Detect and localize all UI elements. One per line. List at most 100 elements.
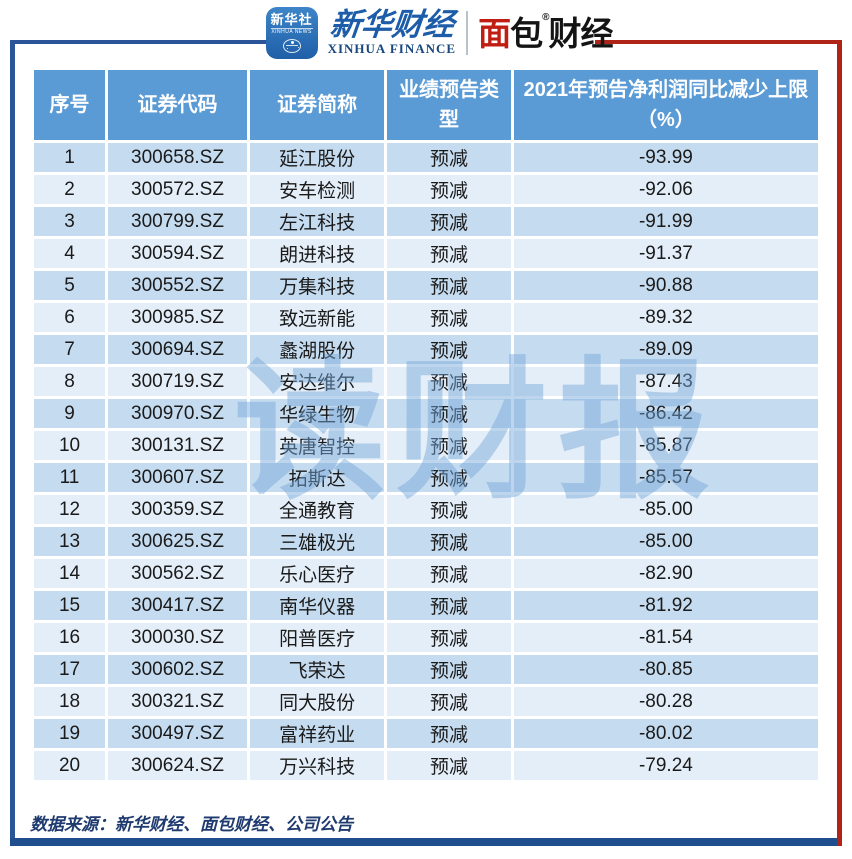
forecast-type: 预减	[387, 623, 511, 652]
row-index: 2	[34, 175, 106, 204]
row-index: 7	[34, 335, 106, 364]
xinhua-badge-label: 新华社	[270, 12, 313, 29]
table-row: 9 300970.SZ 华绿生物 预减 -86.42	[34, 399, 818, 428]
net-profit-decline-cap: -82.90	[513, 559, 818, 588]
table-row: 7 300694.SZ 蠡湖股份 预减 -89.09	[34, 335, 818, 364]
security-code: 300985.SZ	[108, 303, 247, 332]
row-index: 8	[34, 367, 106, 396]
globe-network-icon	[282, 38, 301, 53]
mianbao-char-red: 面	[478, 14, 511, 52]
table-row: 5 300552.SZ 万集科技 预减 -90.88	[34, 271, 818, 300]
table-row: 14 300562.SZ 乐心医疗 预减 -82.90	[34, 559, 818, 588]
mianbao-char-mid: 包	[510, 14, 543, 52]
security-code: 300594.SZ	[108, 239, 247, 268]
row-index: 12	[34, 495, 106, 524]
security-code: 300799.SZ	[108, 207, 247, 236]
xinhua-news-app-icon: 新华社 XINHUA NEWS	[265, 7, 318, 59]
net-profit-decline-cap: -81.54	[513, 623, 818, 652]
row-index: 6	[34, 303, 106, 332]
security-code: 300131.SZ	[108, 431, 247, 460]
forecast-type: 预减	[387, 591, 511, 620]
security-code: 300030.SZ	[108, 623, 247, 652]
security-name: 蠡湖股份	[249, 335, 385, 364]
net-profit-decline-cap: -80.85	[513, 655, 818, 684]
net-profit-decline-cap: -81.92	[513, 591, 818, 620]
net-profit-decline-cap: -89.09	[513, 335, 818, 364]
net-profit-decline-cap: -80.28	[513, 687, 818, 716]
row-index: 13	[34, 527, 106, 556]
left-border	[10, 40, 15, 846]
forecast-type: 预减	[387, 527, 511, 556]
row-index: 15	[34, 591, 106, 620]
security-name: 同大股份	[249, 687, 385, 716]
net-profit-decline-cap: -85.57	[513, 463, 818, 492]
logo-band: 新华社 XINHUA NEWS 新华财经 XINHUA FINANCE 面包®财…	[265, 2, 613, 64]
forecast-type: 预减	[387, 335, 511, 364]
forecast-table: 序号 证券代码 证券简称 业绩预告类型 2021年预告净利润同比减少上限（%） 1 300…	[31, 67, 821, 783]
xinhua-badge-sublabel: XINHUA NEWS	[271, 28, 312, 35]
security-code: 300694.SZ	[108, 335, 247, 364]
table-row: 17 300602.SZ 飞荣达 预减 -80.85	[34, 655, 818, 684]
row-index: 16	[34, 623, 106, 652]
data-source-note: 数据来源：新华财经、面包财经、公司公告	[30, 815, 353, 835]
net-profit-decline-cap: -92.06	[513, 175, 818, 204]
table-row: 11 300607.SZ 拓斯达 预减 -85.57	[34, 463, 818, 492]
mianbao-finance-logo: 面包®财经	[478, 12, 613, 52]
security-code: 300719.SZ	[108, 367, 247, 396]
security-code: 300417.SZ	[108, 591, 247, 620]
forecast-type: 预减	[387, 687, 511, 716]
security-name: 安车检测	[249, 175, 385, 204]
column-header-forecast-type: 业绩预告类型	[387, 70, 511, 140]
net-profit-decline-cap: -85.00	[513, 527, 818, 556]
table-row: 20 300624.SZ 万兴科技 预减 -79.24	[34, 751, 818, 780]
security-code: 300970.SZ	[108, 399, 247, 428]
row-index: 18	[34, 687, 106, 716]
forecast-type: 预减	[387, 463, 511, 492]
forecast-table-wrap: 序号 证券代码 证券简称 业绩预告类型 2021年预告净利润同比减少上限（%） 1 300…	[31, 67, 821, 783]
table-row: 1 300658.SZ 延江股份 预减 -93.99	[34, 143, 818, 172]
security-code: 300658.SZ	[108, 143, 247, 172]
net-profit-decline-cap: -87.43	[513, 367, 818, 396]
row-index: 5	[34, 271, 106, 300]
net-profit-decline-cap: -80.02	[513, 719, 818, 748]
forecast-type: 预减	[387, 559, 511, 588]
security-code: 300572.SZ	[108, 175, 247, 204]
forecast-type: 预减	[387, 143, 511, 172]
column-header-security-code: 证券代码	[108, 70, 247, 140]
net-profit-decline-cap: -89.32	[513, 303, 818, 332]
row-index: 1	[34, 143, 106, 172]
forecast-type: 预减	[387, 495, 511, 524]
security-name: 南华仪器	[249, 591, 385, 620]
security-name: 朗进科技	[249, 239, 385, 268]
logo-divider	[466, 11, 469, 55]
security-name: 华绿生物	[249, 399, 385, 428]
row-index: 4	[34, 239, 106, 268]
table-row: 15 300417.SZ 南华仪器 预减 -81.92	[34, 591, 818, 620]
security-name: 富祥药业	[249, 719, 385, 748]
forecast-type: 预减	[387, 399, 511, 428]
mianbao-chars-rest: 财经	[548, 14, 613, 52]
security-code: 300359.SZ	[108, 495, 247, 524]
row-index: 20	[34, 751, 106, 780]
forecast-type: 预减	[387, 303, 511, 332]
row-index: 17	[34, 655, 106, 684]
net-profit-decline-cap: -91.37	[513, 239, 818, 268]
row-index: 11	[34, 463, 106, 492]
security-code: 300497.SZ	[108, 719, 247, 748]
table-row: 13 300625.SZ 三雄极光 预减 -85.00	[34, 527, 818, 556]
top-border-blue	[10, 40, 288, 44]
bottom-bar	[10, 838, 837, 846]
security-name: 延江股份	[249, 143, 385, 172]
forecast-type: 预减	[387, 367, 511, 396]
security-name: 左江科技	[249, 207, 385, 236]
xinhua-finance-cn: 新华财经	[327, 6, 456, 43]
security-code: 300625.SZ	[108, 527, 247, 556]
security-name: 英唐智控	[249, 431, 385, 460]
forecast-type: 预减	[387, 239, 511, 268]
table-row: 18 300321.SZ 同大股份 预减 -80.28	[34, 687, 818, 716]
forecast-type: 预减	[387, 207, 511, 236]
table-body: 1 300658.SZ 延江股份 预减 -93.99 2 300572.SZ 安车检测 预减 -9…	[34, 143, 818, 780]
security-name: 万集科技	[249, 271, 385, 300]
row-index: 10	[34, 431, 106, 460]
forecast-type: 预减	[387, 271, 511, 300]
